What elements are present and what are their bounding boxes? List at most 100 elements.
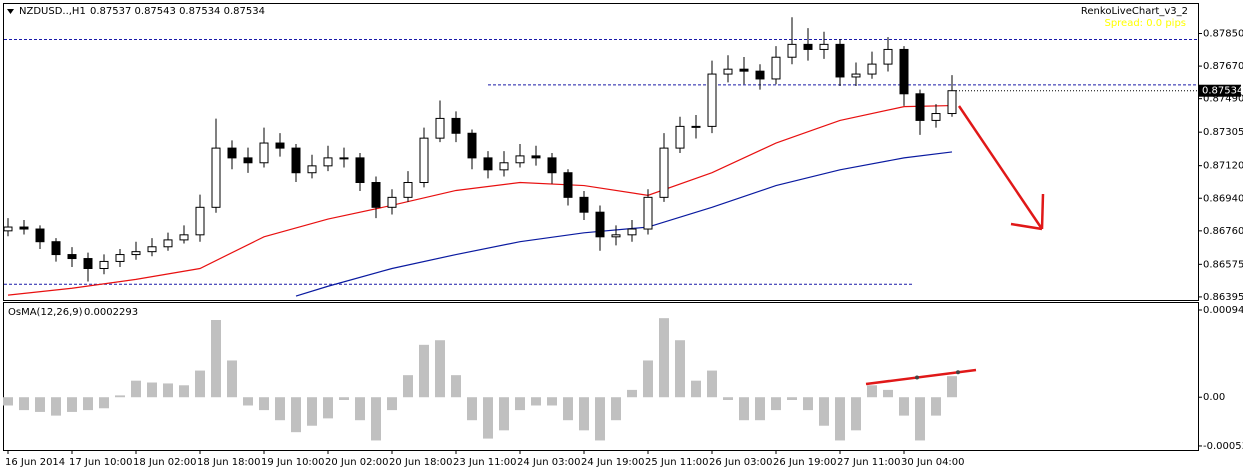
osma-bar bbox=[131, 380, 141, 398]
last-price-box bbox=[1199, 84, 1241, 97]
x-tick-label: 30 Jun 04:00 bbox=[901, 457, 965, 468]
x-tick-label: 27 Jun 11:00 bbox=[837, 457, 901, 468]
candle-body bbox=[675, 125, 685, 149]
candle-body bbox=[483, 157, 493, 171]
osma-bar bbox=[355, 397, 365, 421]
candle-body bbox=[115, 254, 125, 262]
candle-body bbox=[419, 137, 429, 184]
y-tick-label: 0.00 bbox=[1203, 392, 1225, 403]
candle-body bbox=[515, 155, 525, 164]
osma-bar bbox=[851, 397, 861, 431]
candle-body bbox=[499, 162, 509, 171]
candle-body bbox=[691, 125, 701, 128]
osma-bar bbox=[883, 389, 893, 398]
y-tick-label: 0.87490 bbox=[1203, 94, 1243, 105]
osma-bar bbox=[227, 360, 237, 398]
candle-body bbox=[755, 70, 765, 80]
osma-bar bbox=[707, 370, 717, 398]
osma-bar bbox=[451, 375, 461, 398]
menu-triangle[interactable] bbox=[7, 9, 14, 14]
osma-bar bbox=[323, 397, 333, 419]
candle-body bbox=[339, 157, 349, 160]
osma-bar bbox=[835, 397, 845, 441]
y-tick-label: 0.87120 bbox=[1203, 161, 1243, 172]
spread-text: Spread: 0.0 pips bbox=[1104, 18, 1186, 29]
osma-last: 0.0002293 bbox=[84, 307, 138, 318]
candle-body bbox=[595, 211, 605, 238]
arrow-head bbox=[1040, 193, 1045, 230]
symbol: NZDUSD..,H1 bbox=[19, 6, 86, 17]
osma-bar bbox=[19, 397, 29, 411]
osma-bar bbox=[403, 375, 413, 398]
candle-body bbox=[435, 117, 445, 139]
osma-bar bbox=[83, 397, 93, 411]
osma-bar bbox=[387, 397, 397, 411]
candle-body bbox=[131, 251, 141, 256]
ohlc-text: 0.87537 0.87543 0.87534 0.87534 bbox=[90, 6, 265, 17]
candle-body bbox=[307, 165, 317, 174]
osma-bar bbox=[307, 397, 317, 426]
candle-body bbox=[547, 157, 557, 174]
osma-bar bbox=[723, 397, 733, 400]
arrow-head bbox=[1010, 222, 1043, 231]
last-price-label: 0.87534 bbox=[1202, 86, 1243, 97]
osma-bar bbox=[675, 340, 685, 398]
osma-bar bbox=[643, 360, 653, 398]
x-tick-label: 20 Jun 02:00 bbox=[325, 457, 389, 468]
candle-body bbox=[291, 147, 301, 174]
osma-bar bbox=[819, 397, 829, 426]
candle-body bbox=[915, 93, 925, 121]
osma-bar bbox=[259, 397, 269, 411]
candle-body bbox=[867, 63, 877, 75]
osma-bar bbox=[947, 376, 957, 398]
candle-body bbox=[51, 241, 61, 256]
osma-bar bbox=[483, 397, 493, 439]
candle-body bbox=[83, 258, 93, 269]
moving-average bbox=[7, 104, 953, 296]
candle-body bbox=[259, 142, 269, 164]
candle-body bbox=[563, 172, 573, 198]
x-tick-label: 17 Jun 10:00 bbox=[69, 457, 133, 468]
osma-bar bbox=[547, 397, 557, 406]
osma-bar bbox=[755, 397, 765, 421]
indicator-name: RenkoLiveChart_v3_2 bbox=[1081, 6, 1188, 17]
candle-body bbox=[739, 68, 749, 72]
osma-bar bbox=[659, 318, 669, 398]
candle-body bbox=[531, 155, 541, 159]
osma-bar bbox=[691, 380, 701, 398]
osma-bar bbox=[339, 397, 349, 400]
candle-body bbox=[451, 117, 461, 134]
osma-title: OsMA(12,26,9) bbox=[8, 307, 83, 318]
trend-point bbox=[915, 375, 919, 380]
candle-body bbox=[67, 254, 77, 260]
osma-bar bbox=[627, 389, 637, 398]
candle-body bbox=[723, 68, 733, 75]
y-tick-label: 0.87305 bbox=[1203, 127, 1243, 138]
candle-body bbox=[835, 43, 845, 78]
candle-body bbox=[851, 73, 861, 78]
candle-body bbox=[163, 239, 173, 248]
osma-bar bbox=[931, 397, 941, 416]
osma-bar bbox=[147, 382, 157, 398]
candle-body bbox=[771, 56, 781, 80]
y-tick-label: -0.00053 bbox=[1203, 441, 1243, 452]
candle-body bbox=[931, 113, 941, 121]
candle-body bbox=[947, 90, 957, 115]
price-panel bbox=[3, 3, 1199, 301]
osma-bar bbox=[243, 397, 253, 406]
candle-body bbox=[179, 234, 189, 241]
x-tick-label: 24 Jun 03:00 bbox=[517, 457, 581, 468]
candle-body bbox=[243, 157, 253, 164]
arrow-shaft bbox=[957, 105, 1044, 230]
candle-body bbox=[275, 142, 285, 149]
osma-bar bbox=[67, 397, 77, 412]
arrow-annotation bbox=[957, 105, 1045, 231]
osma-bar bbox=[579, 397, 589, 431]
candle-body bbox=[659, 147, 669, 198]
candle-body bbox=[99, 260, 109, 269]
candle-body bbox=[787, 43, 797, 58]
osma-bar bbox=[899, 397, 909, 416]
candle-body bbox=[387, 196, 397, 208]
